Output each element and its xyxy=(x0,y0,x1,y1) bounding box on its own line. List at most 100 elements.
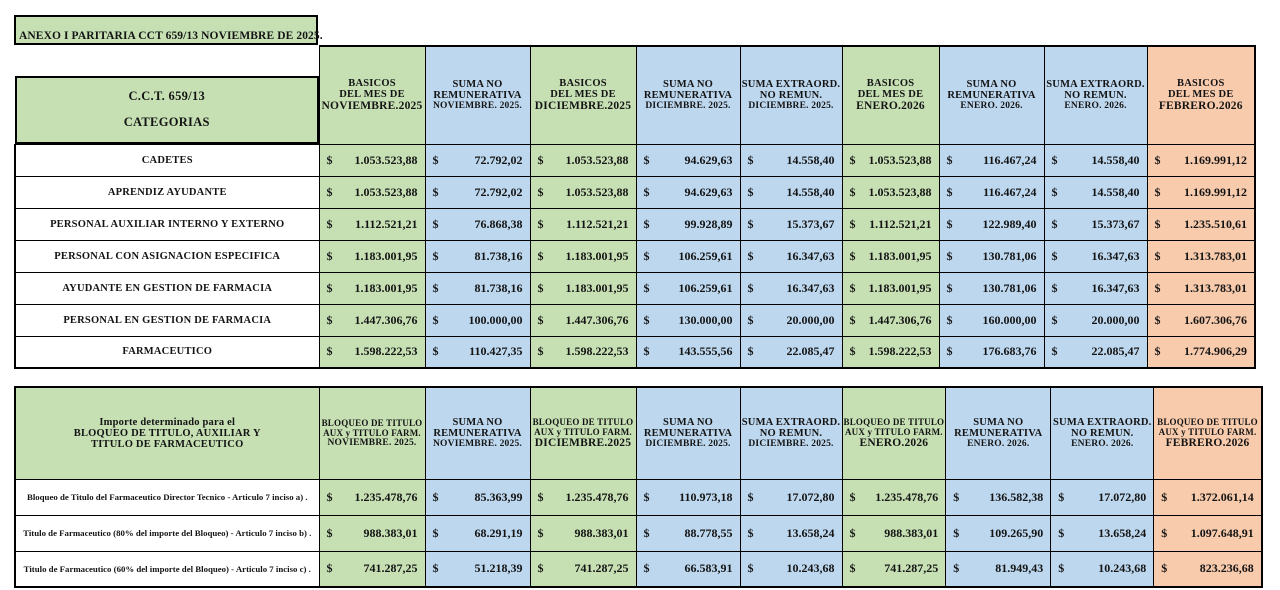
amount-value: 1.183.001,95 xyxy=(565,248,629,263)
currency-symbol: $ xyxy=(537,248,544,263)
amount-value: 10.243,68 xyxy=(1098,561,1147,576)
amount: $66.583,91 xyxy=(637,561,739,576)
column-header: SUMA EXTRAORD. NO REMUN. DICIEMBRE. 2025. xyxy=(739,45,843,145)
amount-value: 143.555,56 xyxy=(678,344,733,359)
currency-symbol: $ xyxy=(643,280,650,295)
amount-value: 160.000,00 xyxy=(982,312,1037,327)
amount-value: 130.781,06 xyxy=(982,248,1037,263)
amount-value: 1.053.523,88 xyxy=(565,184,629,199)
currency-symbol: $ xyxy=(946,248,953,263)
amount: $10.243,68 xyxy=(1052,561,1153,576)
column-header-lines: SUMA EXTRAORD. NO REMUN. DICIEMBRE. 2025. xyxy=(741,70,841,120)
amount: $823.236,68 xyxy=(1155,561,1260,576)
amount: $22.085,47 xyxy=(1045,344,1146,359)
currency-symbol: $ xyxy=(643,184,650,199)
amount-cell: $1.183.001,95 xyxy=(318,239,426,273)
header-line: AUX y TITULO FARM. xyxy=(534,427,632,438)
amount-cell: $988.383,01 xyxy=(529,514,637,552)
amount-cell: $76.868,38 xyxy=(424,207,531,241)
amount-value: 988.383,01 xyxy=(884,525,939,540)
currency-symbol: $ xyxy=(643,216,650,231)
header-line: SUMA NO xyxy=(662,417,714,429)
header-line: SUMA EXTRAORD. xyxy=(1053,417,1152,429)
column-header: SUMA EXTRAORD. NO REMUN. ENERO. 2026. xyxy=(1050,386,1155,480)
amount-value: 988.383,01 xyxy=(363,525,418,540)
amount-value: 106.259,61 xyxy=(678,280,733,295)
amount: $1.112.521,21 xyxy=(843,216,938,232)
amount-cell: $1.097.648,91 xyxy=(1153,514,1263,552)
header-line: ENERO.2026 xyxy=(859,437,929,450)
amount-cell: $10.243,68 xyxy=(739,550,843,588)
amount: $68.291,19 xyxy=(426,526,529,541)
amount-cell: $1.447.306,76 xyxy=(841,303,940,337)
amount-value: 17.072,80 xyxy=(1098,489,1147,504)
currency-symbol: $ xyxy=(432,248,439,263)
amount: $110.427,35 xyxy=(426,344,529,359)
table-row: Titulo de Farmaceutico (80% del importe … xyxy=(14,514,1263,552)
currency-symbol: $ xyxy=(326,248,333,263)
header-line: SUMA NO xyxy=(452,79,503,91)
currency-symbol: $ xyxy=(849,216,856,231)
amount: $1.313.783,01 xyxy=(1148,281,1253,296)
currency-symbol: $ xyxy=(849,312,856,327)
column-header-lines: BASICOS DEL MES DE ENERO.2026 xyxy=(843,69,938,121)
amount-value: 81.738,16 xyxy=(474,280,523,295)
currency-symbol: $ xyxy=(946,216,953,231)
corner-line: BLOQUEO DE TITULO, AUXILIAR Y xyxy=(73,427,261,439)
corner-cell: Importe determinado para el BLOQUEO DE TI… xyxy=(14,386,320,480)
amount: $1.235.478,76 xyxy=(320,489,424,505)
amount-cell: $1.313.783,01 xyxy=(1146,271,1256,305)
amount: $1.774.906,29 xyxy=(1148,344,1253,359)
header-line: DEL MES DE xyxy=(550,89,616,101)
header-line: NOVIEMBRE. 2025. xyxy=(433,101,522,112)
amount-value: 20.000,00 xyxy=(786,312,835,327)
currency-symbol: $ xyxy=(747,280,754,295)
amount: $741.287,25 xyxy=(320,561,424,576)
column-header-lines: BLOQUEO DE TITULO AUX y TITULO FARM. NOVIE… xyxy=(320,409,424,457)
amount-value: 15.373,67 xyxy=(786,216,835,231)
amount: $1.112.521,21 xyxy=(531,217,635,232)
amount-value: 76.868,38 xyxy=(474,216,523,231)
amount: $15.373,67 xyxy=(1045,217,1146,232)
amount-value: 17.072,80 xyxy=(786,489,835,504)
amount-cell: $130.781,06 xyxy=(938,239,1045,273)
amount-value: 116.467,24 xyxy=(983,184,1037,199)
amount-value: 1.447.306,76 xyxy=(565,312,629,327)
amount: $1.235.478,76 xyxy=(843,490,945,505)
amount: $1.053.523,88 xyxy=(320,153,424,168)
currency-symbol: $ xyxy=(643,152,650,167)
amount-cell: $1.598.222,53 xyxy=(529,335,637,369)
amount: $1.313.783,01 xyxy=(1148,249,1253,264)
amount-cell: $110.973,18 xyxy=(635,478,741,516)
header-line: SUMA NO xyxy=(966,79,1017,91)
amount: $130.781,06 xyxy=(940,248,1043,264)
amount-value: 106.259,61 xyxy=(678,248,733,263)
amount-cell: $1.598.222,53 xyxy=(318,335,426,369)
currency-symbol: $ xyxy=(537,184,544,199)
amount-value: 16.347,63 xyxy=(786,248,835,263)
currency-symbol: $ xyxy=(326,489,333,504)
amount-value: 72.792,02 xyxy=(474,152,523,167)
column-header-lines: SUMA EXTRAORD. NO REMUN. DICIEMBRE. 2025. xyxy=(741,408,841,458)
row-label: PERSONAL CON ASIGNACION ESPECIFICA xyxy=(14,239,320,273)
amount: $1.112.521,21 xyxy=(320,217,424,232)
currency-symbol: $ xyxy=(1161,561,1168,576)
currency-symbol: $ xyxy=(1154,312,1161,327)
amount-cell: $81.949,43 xyxy=(945,550,1052,588)
amount-cell: $130.000,00 xyxy=(635,303,741,337)
table-row: AYUDANTE EN GESTION DE FARMACIA $1.183.00… xyxy=(14,271,1256,305)
amount: $1.183.001,95 xyxy=(320,281,424,296)
column-header: BLOQUEO DE TITULO AUX y TITULO FARM. NOVIE… xyxy=(318,386,426,480)
header-line: ENERO. 2026. xyxy=(967,439,1030,450)
corner-line: TITULO DE FARMACEUTICO xyxy=(91,438,244,450)
amount-cell: $1.235.478,76 xyxy=(841,478,947,516)
amount-value: 100.000,00 xyxy=(468,312,523,327)
amount-cell: $85.363,99 xyxy=(424,478,531,516)
amount: $1.183.001,95 xyxy=(531,281,635,296)
column-header-lines: SUMA EXTRAORD. NO REMUN. ENERO. 2026. xyxy=(1052,408,1153,458)
currency-symbol: $ xyxy=(432,344,439,359)
currency-symbol: $ xyxy=(326,525,333,540)
header-line: REMUNERATIVA xyxy=(433,90,522,102)
amount-cell: $1.112.521,21 xyxy=(529,207,637,241)
amount: $130.000,00 xyxy=(637,313,739,328)
